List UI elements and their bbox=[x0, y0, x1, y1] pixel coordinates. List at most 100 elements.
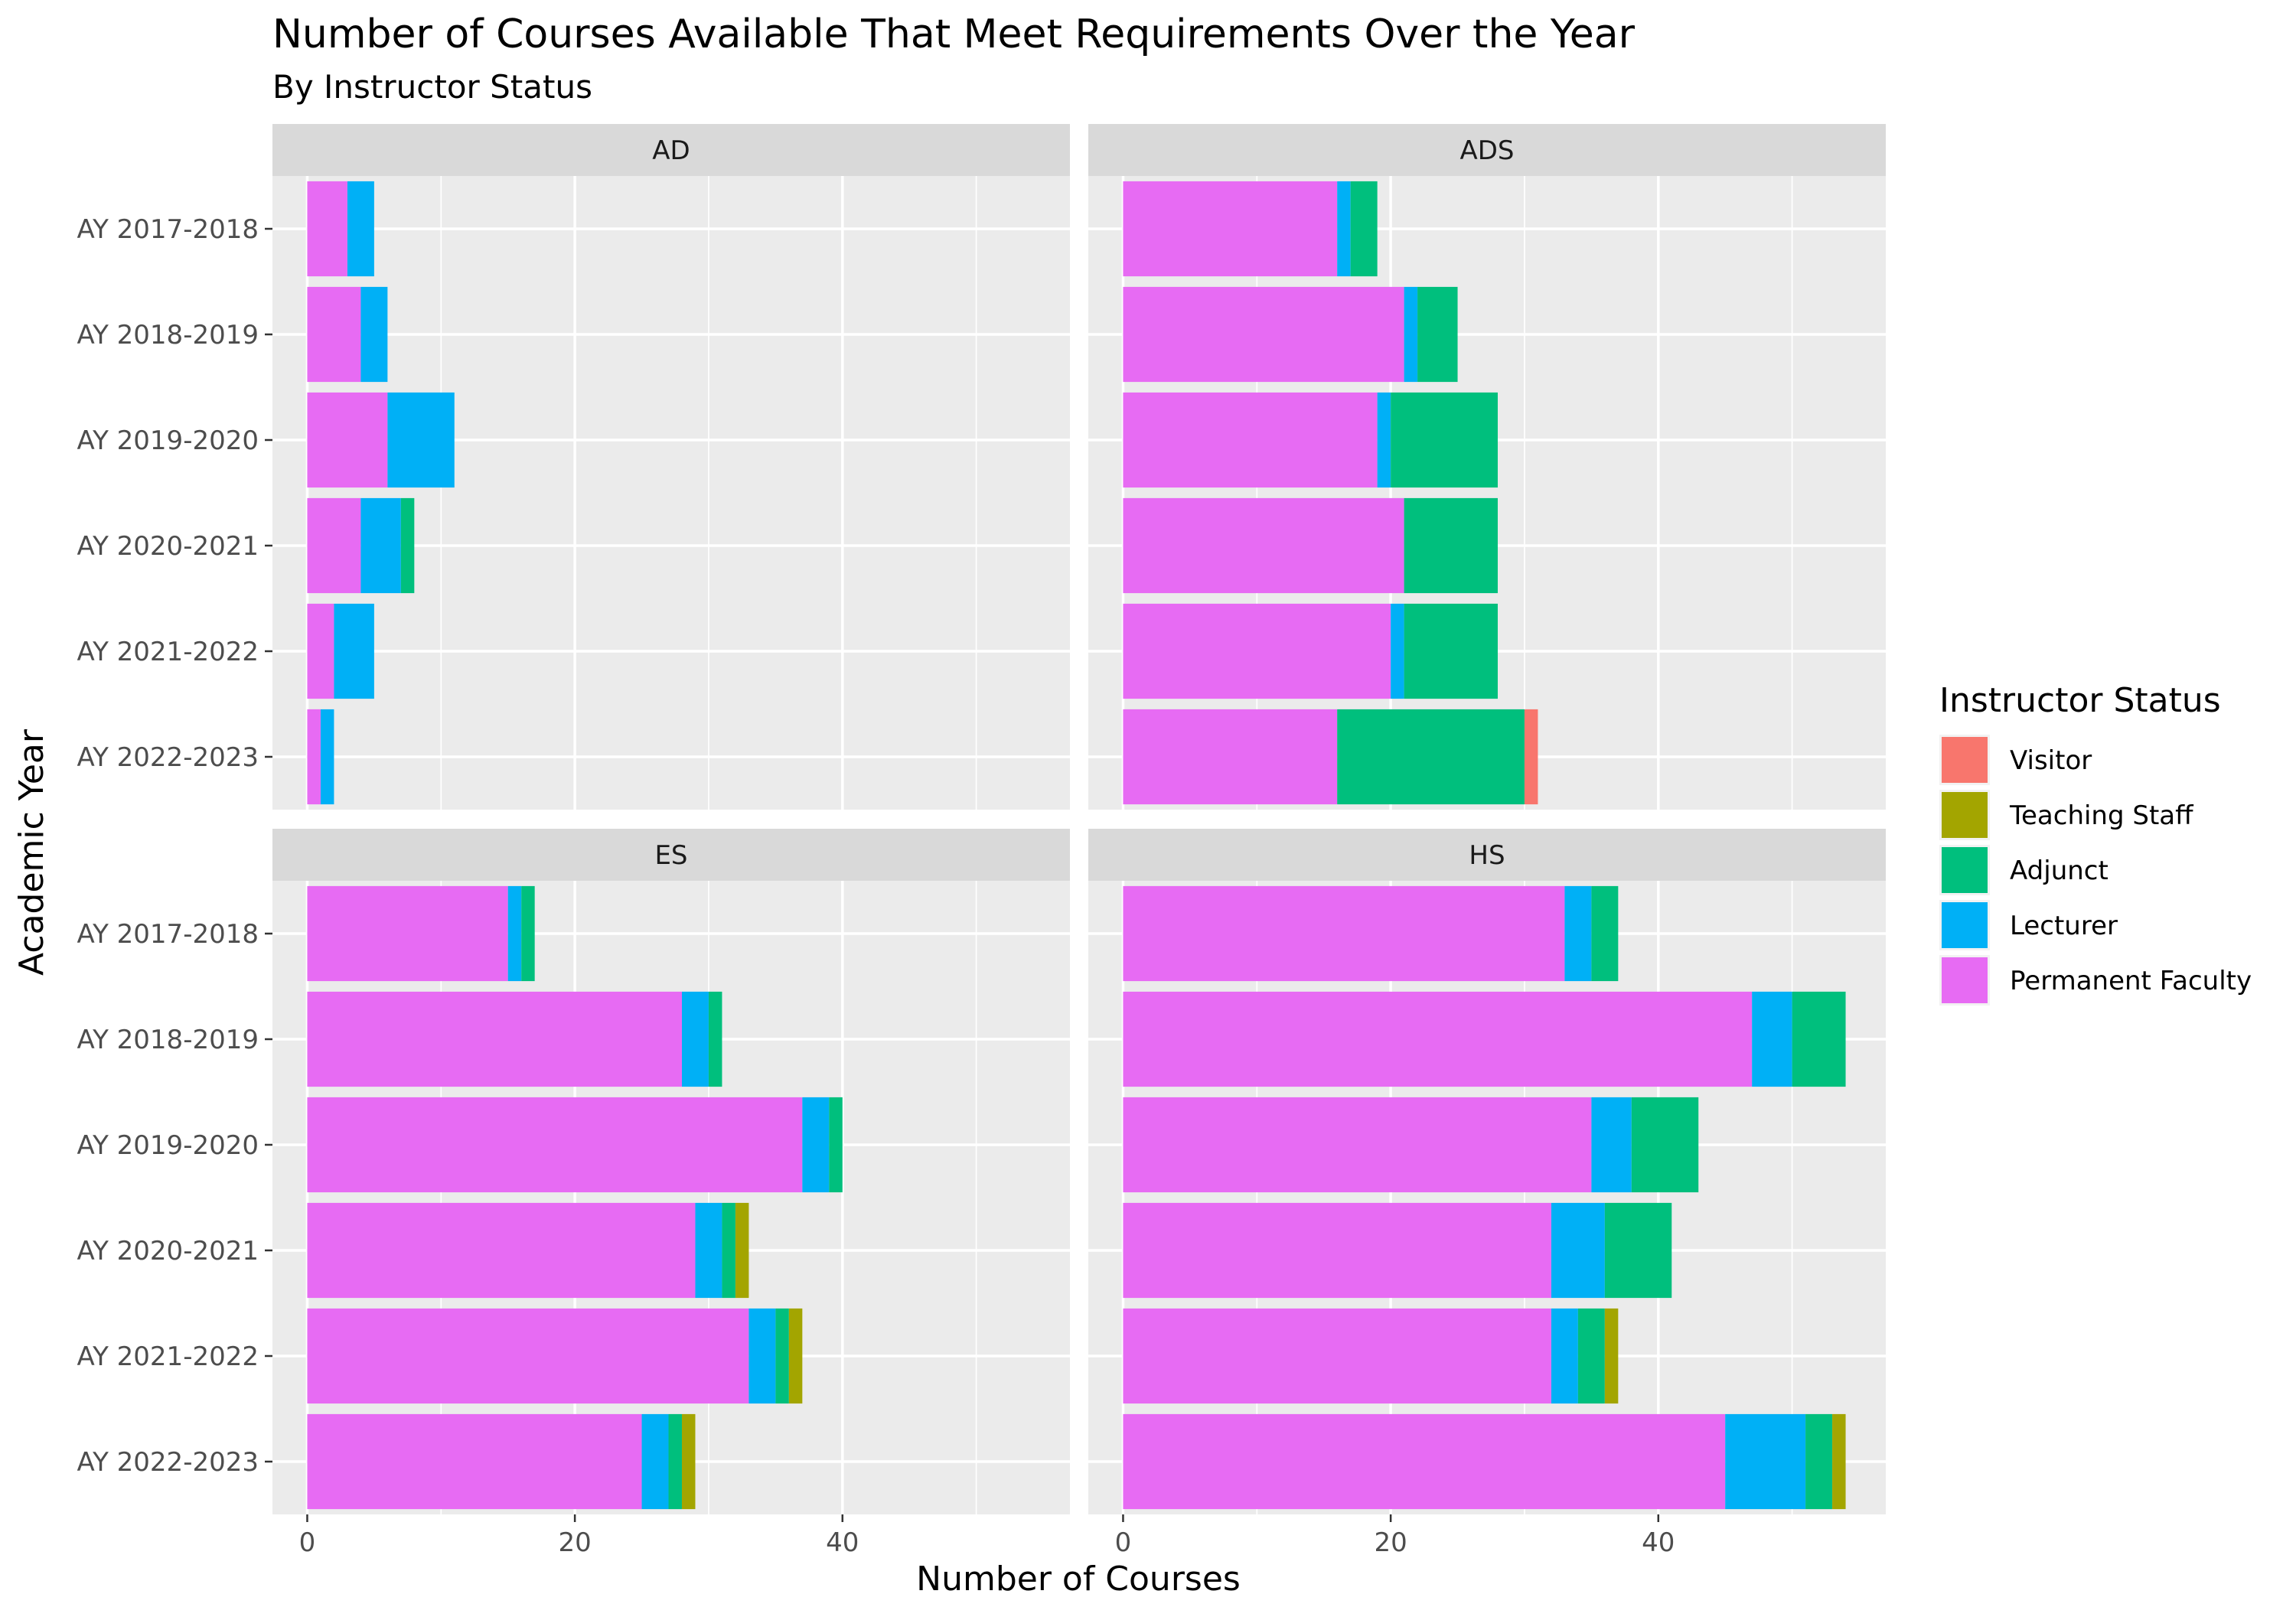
facet-label-es: ES bbox=[654, 840, 687, 871]
bar-hs-ay-2019-2020-adjunct bbox=[1631, 1097, 1699, 1193]
facet-es: ES AY 2017-2018 AY 2018-2019 AY 2019-2020 AY… bbox=[77, 829, 1070, 1558]
bar-hs-ay-2022-2023-lecturer bbox=[1725, 1413, 1806, 1510]
y-tick-label-ay-2021-2022: AY 2021-2022 bbox=[77, 637, 259, 667]
bar-ad-ay-2020-2021-adjunct bbox=[400, 497, 415, 594]
bar-es-ay-2018-2019-adjunct bbox=[708, 991, 722, 1087]
bar-es-ay-2020-2021-permanent-faculty bbox=[307, 1202, 696, 1299]
bar-es-ay-2021-2022-teaching-staff bbox=[788, 1308, 803, 1404]
facet-ad: AD AY 2017-2018 AY 2018-2019 AY 2019-2020 AY… bbox=[77, 124, 1070, 810]
chart-subtitle: By Instructor Status bbox=[272, 68, 592, 106]
bar-ads-ay-2017-2018-adjunct bbox=[1350, 181, 1378, 277]
y-tick-label-ay-2021-2022: AY 2021-2022 bbox=[77, 1341, 259, 1372]
panel-background-hs bbox=[1088, 881, 1886, 1514]
bar-ads-ay-2018-2019-lecturer bbox=[1404, 286, 1418, 383]
legend-swatch-visitor bbox=[1942, 737, 1988, 783]
bar-ads-ay-2022-2023-permanent-faculty bbox=[1123, 709, 1338, 805]
bar-ads-ay-2021-2022-lecturer bbox=[1391, 603, 1404, 699]
bar-ads-ay-2022-2023-adjunct bbox=[1337, 709, 1525, 805]
x-axis-title: Number of Courses bbox=[916, 1560, 1241, 1599]
bar-es-ay-2020-2021-teaching-staff bbox=[735, 1202, 749, 1299]
legend-label-teaching-staff: Teaching Staff bbox=[2009, 800, 2194, 831]
y-tick-label-ay-2022-2023: AY 2022-2023 bbox=[77, 1447, 259, 1478]
bar-es-ay-2022-2023-adjunct bbox=[668, 1413, 682, 1510]
bar-hs-ay-2018-2019-permanent-faculty bbox=[1123, 991, 1753, 1087]
panel-background-es bbox=[272, 881, 1070, 1514]
legend-label-adjunct: Adjunct bbox=[2010, 856, 2108, 886]
y-tick-label-ay-2019-2020: AY 2019-2020 bbox=[77, 425, 259, 456]
bar-es-ay-2021-2022-adjunct bbox=[775, 1308, 789, 1404]
bar-hs-ay-2020-2021-permanent-faculty bbox=[1123, 1202, 1551, 1299]
bar-ads-ay-2021-2022-adjunct bbox=[1404, 603, 1498, 699]
bar-es-ay-2021-2022-permanent-faculty bbox=[307, 1308, 749, 1404]
bar-es-ay-2020-2021-adjunct bbox=[722, 1202, 735, 1299]
legend-swatch-adjunct bbox=[1942, 847, 1988, 893]
bar-es-ay-2022-2023-teaching-staff bbox=[681, 1413, 696, 1510]
facet-strip-es bbox=[272, 829, 1070, 881]
y-tick-label-ay-2022-2023: AY 2022-2023 bbox=[77, 742, 259, 773]
bar-ad-ay-2017-2018-lecturer bbox=[347, 181, 374, 277]
bar-hs-ay-2019-2020-permanent-faculty bbox=[1123, 1097, 1592, 1193]
facet-strip-hs bbox=[1088, 829, 1886, 881]
bar-es-ay-2019-2020-permanent-faculty bbox=[307, 1097, 803, 1193]
facet-label-ad: AD bbox=[652, 135, 690, 166]
facet-strip-ads bbox=[1088, 124, 1886, 176]
x-tick-label-20: 20 bbox=[558, 1527, 591, 1558]
x-tick-label-40: 40 bbox=[826, 1527, 859, 1558]
bar-ads-ay-2017-2018-permanent-faculty bbox=[1123, 181, 1338, 277]
facet-label-hs: HS bbox=[1469, 840, 1505, 871]
bar-ads-ay-2021-2022-permanent-faculty bbox=[1123, 603, 1391, 699]
bar-hs-ay-2021-2022-teaching-staff bbox=[1604, 1308, 1619, 1404]
panel-background-ad bbox=[272, 176, 1070, 810]
bar-ad-ay-2020-2021-lecturer bbox=[360, 497, 401, 594]
bar-es-ay-2018-2019-lecturer bbox=[681, 991, 709, 1087]
bar-es-ay-2022-2023-permanent-faculty bbox=[307, 1413, 642, 1510]
legend: Instructor Status Visitor Teaching Staff A… bbox=[1939, 681, 2252, 1006]
bar-ad-ay-2022-2023-permanent-faculty bbox=[307, 709, 321, 805]
facet-strip-ad bbox=[272, 124, 1070, 176]
bar-ad-ay-2020-2021-permanent-faculty bbox=[307, 497, 361, 594]
bar-es-ay-2018-2019-permanent-faculty bbox=[307, 991, 682, 1087]
bar-ads-ay-2019-2020-lecturer bbox=[1377, 392, 1391, 488]
y-tick-label-ay-2018-2019: AY 2018-2019 bbox=[77, 1025, 259, 1055]
bar-ad-ay-2021-2022-lecturer bbox=[334, 603, 374, 699]
bar-hs-ay-2022-2023-adjunct bbox=[1805, 1413, 1833, 1510]
y-tick-label-ay-2017-2018: AY 2017-2018 bbox=[77, 919, 259, 950]
chart-title: Number of Courses Available That Meet Re… bbox=[272, 11, 1636, 57]
y-tick-label-ay-2020-2021: AY 2020-2021 bbox=[77, 531, 259, 562]
bar-hs-ay-2020-2021-lecturer bbox=[1551, 1202, 1605, 1299]
bar-ad-ay-2021-2022-permanent-faculty bbox=[307, 603, 334, 699]
x-tick-label-0: 0 bbox=[1115, 1527, 1132, 1558]
bar-ad-ay-2019-2020-lecturer bbox=[387, 392, 455, 488]
bar-es-ay-2019-2020-adjunct bbox=[829, 1097, 843, 1193]
bar-hs-ay-2017-2018-permanent-faculty bbox=[1123, 885, 1565, 982]
bar-hs-ay-2019-2020-lecturer bbox=[1591, 1097, 1632, 1193]
facet-label-ads: ADS bbox=[1459, 135, 1514, 166]
bar-es-ay-2022-2023-lecturer bbox=[641, 1413, 669, 1510]
bar-es-ay-2017-2018-adjunct bbox=[521, 885, 535, 982]
bar-hs-ay-2021-2022-lecturer bbox=[1551, 1308, 1578, 1404]
y-tick-label-ay-2019-2020: AY 2019-2020 bbox=[77, 1130, 259, 1161]
y-tick-label-ay-2020-2021: AY 2020-2021 bbox=[77, 1236, 259, 1266]
legend-label-lecturer: Lecturer bbox=[2010, 911, 2118, 941]
bar-hs-ay-2018-2019-adjunct bbox=[1792, 991, 1846, 1087]
bar-es-ay-2017-2018-permanent-faculty bbox=[307, 885, 508, 982]
bar-ad-ay-2019-2020-permanent-faculty bbox=[307, 392, 388, 488]
facet-panels: AD AY 2017-2018 AY 2018-2019 AY 2019-2020 AY… bbox=[77, 124, 1886, 1558]
facet-ads: ADS bbox=[1088, 124, 1886, 810]
panel-background-ads bbox=[1088, 176, 1886, 810]
bar-ads-ay-2020-2021-permanent-faculty bbox=[1123, 497, 1404, 594]
bar-hs-ay-2021-2022-permanent-faculty bbox=[1123, 1308, 1551, 1404]
legend-label-visitor: Visitor bbox=[2010, 745, 2092, 776]
bar-ads-ay-2019-2020-permanent-faculty bbox=[1123, 392, 1378, 488]
y-tick-label-ay-2018-2019: AY 2018-2019 bbox=[77, 320, 259, 350]
bar-ads-ay-2022-2023-visitor bbox=[1524, 709, 1538, 805]
bar-es-ay-2019-2020-lecturer bbox=[802, 1097, 830, 1193]
bar-hs-ay-2022-2023-permanent-faculty bbox=[1123, 1413, 1726, 1510]
bar-ads-ay-2020-2021-adjunct bbox=[1404, 497, 1498, 594]
bar-ads-ay-2017-2018-lecturer bbox=[1337, 181, 1351, 277]
bar-ad-ay-2018-2019-permanent-faculty bbox=[307, 286, 361, 383]
legend-label-permanent-faculty: Permanent Faculty bbox=[2010, 966, 2252, 996]
bar-hs-ay-2020-2021-adjunct bbox=[1604, 1202, 1672, 1299]
facet-hs: HS 0 20 40 bbox=[1088, 829, 1886, 1558]
